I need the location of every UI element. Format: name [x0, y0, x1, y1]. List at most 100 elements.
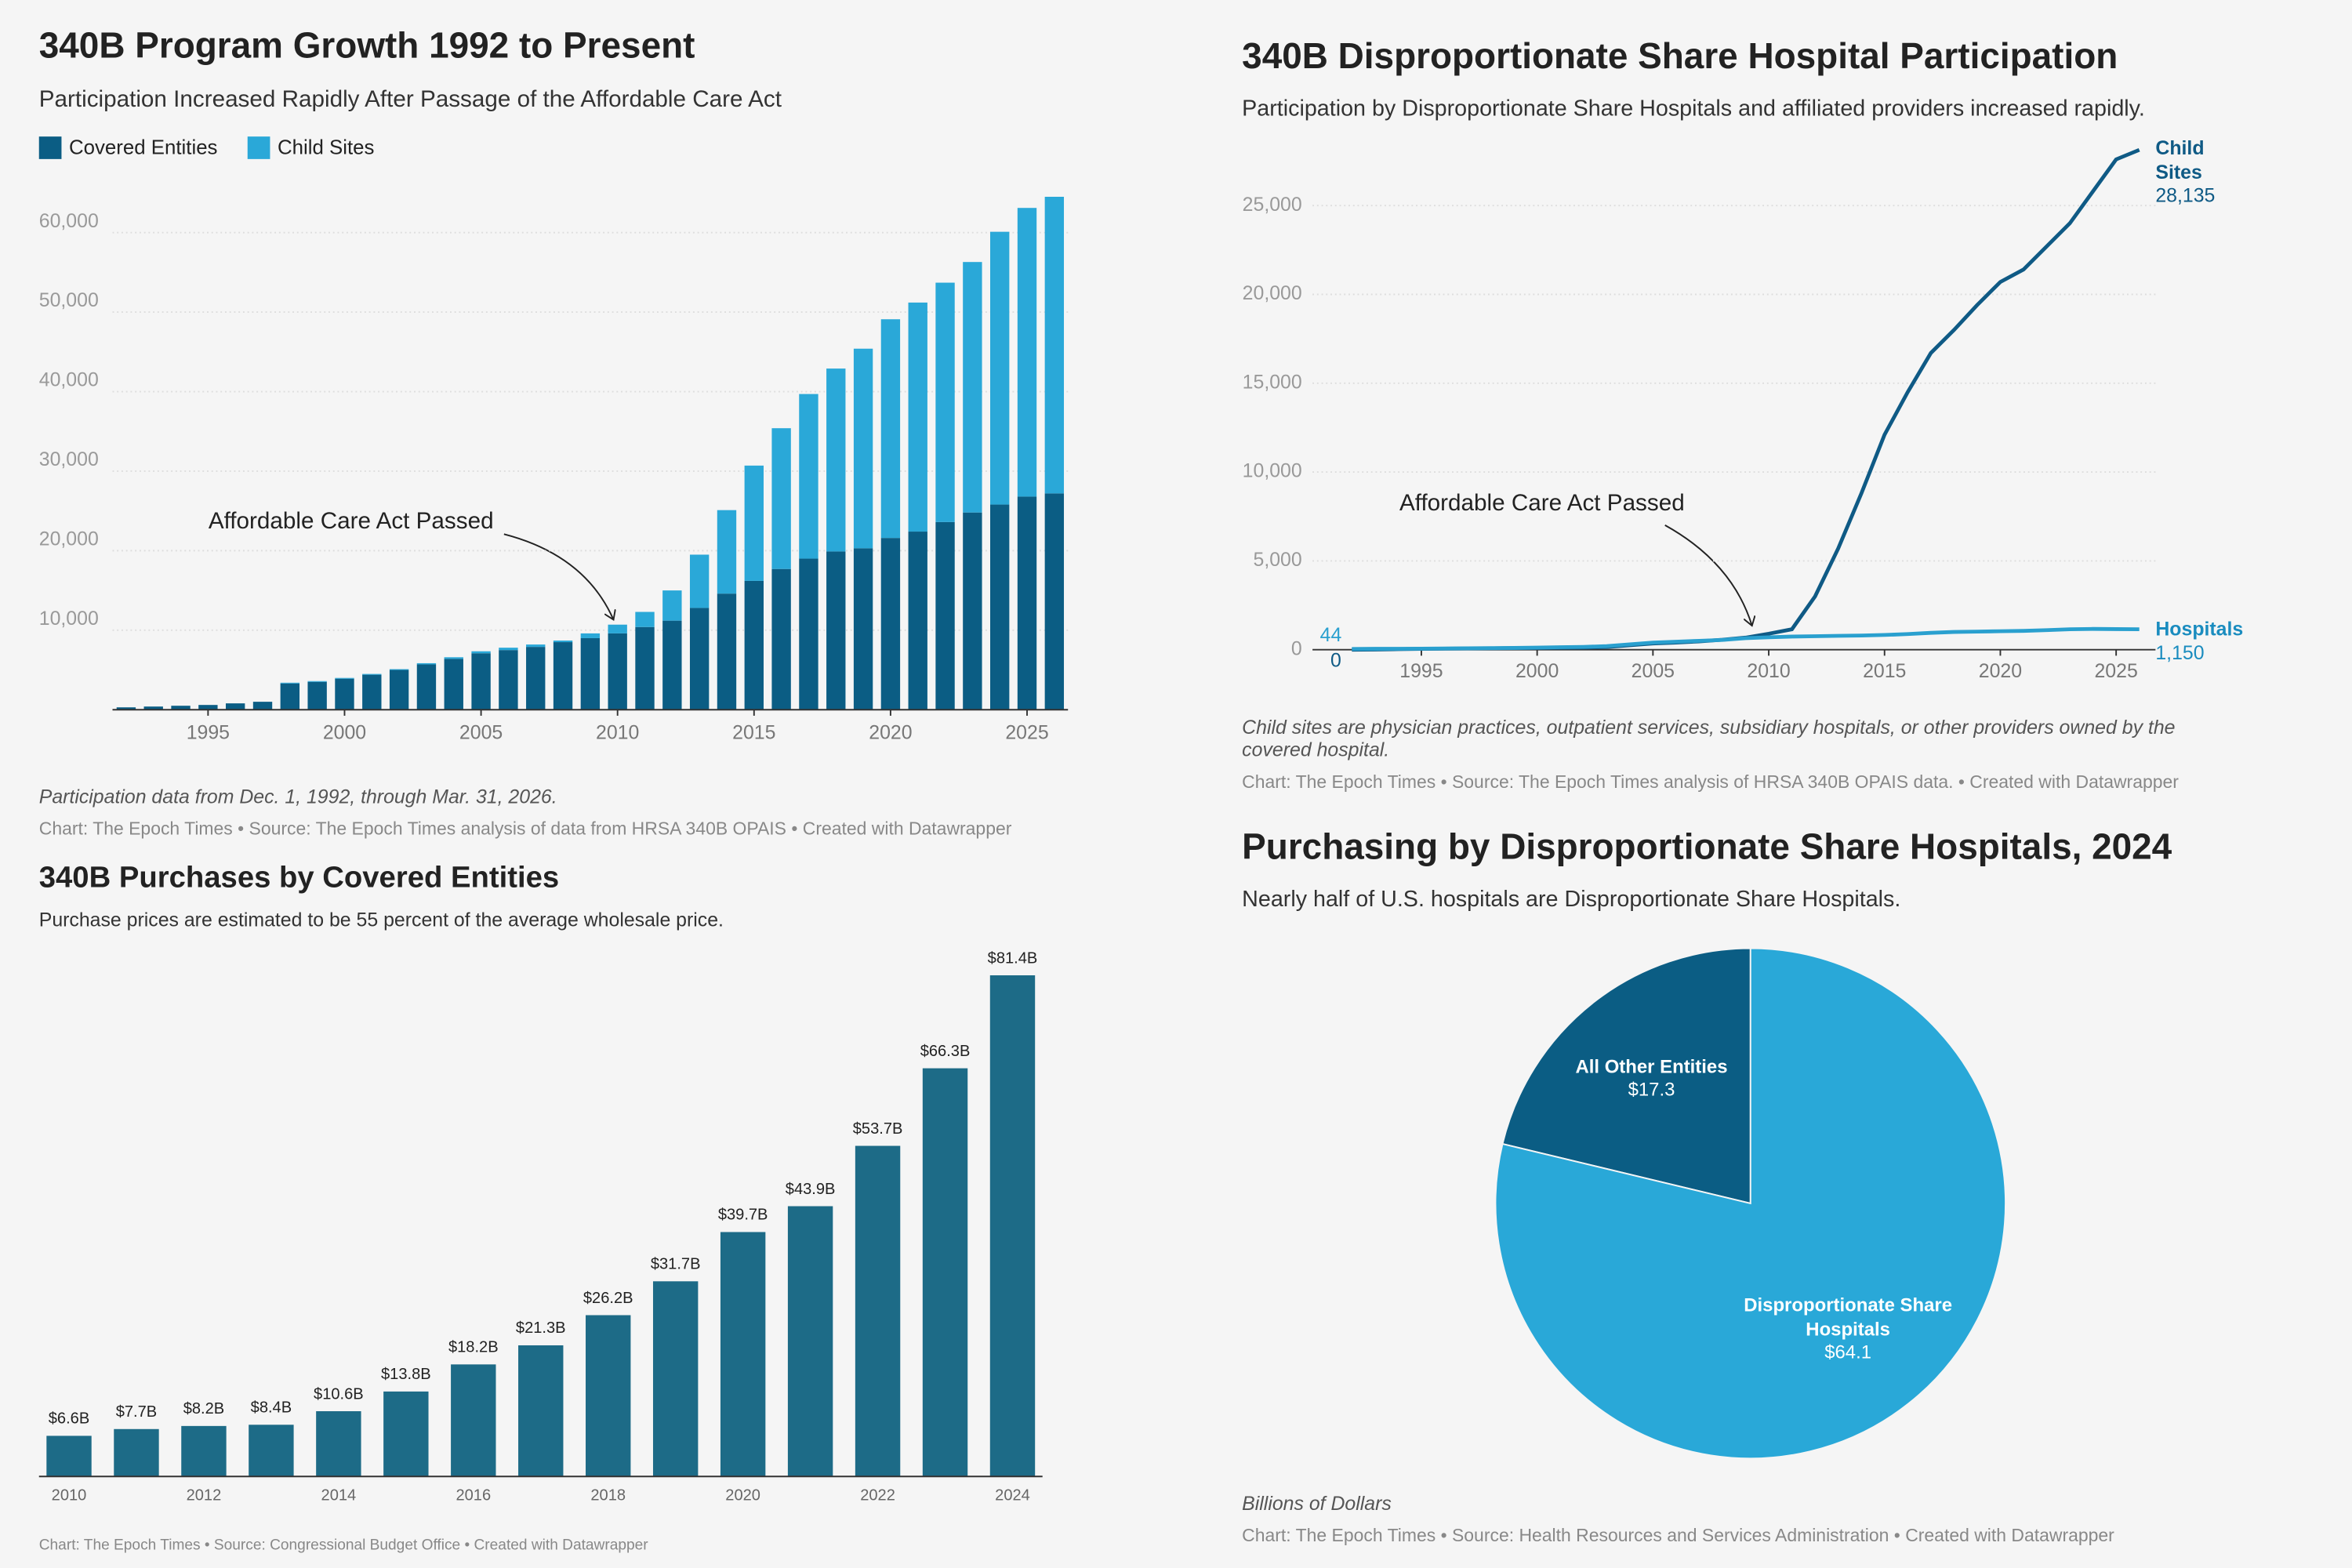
bar-segment: [689, 608, 710, 710]
bar-segment: [335, 678, 354, 710]
bar-segment: [662, 590, 682, 621]
value-label: $10.6B: [314, 1385, 364, 1403]
start-label: 44: [1320, 624, 1342, 646]
annotation-arrow: [1664, 524, 1752, 626]
pie-slice: [1494, 947, 2006, 1460]
bar-segment: [608, 624, 627, 633]
bar-segment: [335, 677, 354, 679]
value-label: $7.7B: [116, 1403, 157, 1421]
chart-title: 340B Program Growth 1992 to Present: [39, 24, 695, 65]
bar-segment: [963, 512, 982, 710]
bar-segment: [389, 670, 409, 710]
x-tick-label: 2018: [590, 1486, 626, 1504]
bar-segment: [1017, 208, 1037, 497]
bar-segment: [444, 659, 463, 710]
chart-source: Chart: The Epoch Times • Source: The Epo…: [1242, 771, 2179, 792]
slice-value-label: $64.1: [1824, 1342, 1871, 1363]
y-tick-label: 20,000: [39, 528, 99, 550]
y-tick-label: 25,000: [1243, 194, 1302, 216]
bar-segment: [799, 394, 818, 559]
x-tick-label: 2000: [323, 721, 366, 743]
bar-segment: [580, 637, 601, 710]
bar-segment: [717, 510, 737, 594]
annotation: Affordable Care Act Passed: [1399, 490, 1685, 516]
value-label: $18.2B: [448, 1339, 499, 1356]
chart-source: Chart: The Epoch Times • Source: Congres…: [39, 1537, 649, 1553]
bar-segment: [990, 231, 1010, 505]
bar-segment: [826, 368, 846, 552]
chart-title: Purchasing by Disproportionate Share Hos…: [1242, 826, 2172, 866]
bar-segment: [526, 644, 546, 648]
bar: [249, 1425, 294, 1477]
bar-segment: [198, 705, 218, 710]
x-tick-label: 2000: [1515, 660, 1559, 682]
bar-segment: [471, 653, 491, 710]
bar-segment: [416, 662, 437, 665]
bar: [652, 1281, 699, 1477]
bar-segment: [935, 282, 955, 522]
bar: [114, 1428, 159, 1477]
x-tick-label: 2005: [459, 721, 503, 743]
x-tick-label: 2015: [732, 721, 775, 743]
x-tick-label: 1995: [187, 721, 230, 743]
y-tick-label: 0: [1291, 637, 1302, 659]
value-label: $13.8B: [381, 1366, 431, 1383]
value-label: $8.4B: [251, 1399, 292, 1417]
value-label: $21.3B: [516, 1319, 566, 1337]
x-tick-label: 2025: [2094, 660, 2137, 682]
bar: [922, 1068, 968, 1477]
y-tick-label: 60,000: [39, 210, 99, 232]
value-label: $66.3B: [920, 1043, 971, 1060]
start-label: 0: [1330, 650, 1341, 672]
bar-segment: [499, 648, 518, 651]
bar-segment: [280, 683, 300, 710]
x-tick-label: 2010: [52, 1486, 87, 1504]
bar-segment: [1017, 496, 1037, 710]
bar-segment: [662, 620, 682, 710]
y-tick-label: 50,000: [39, 289, 99, 311]
y-tick-label: 5,000: [1254, 549, 1302, 571]
bar-segment: [990, 504, 1010, 710]
end-value-label: 1,150: [2155, 642, 2204, 664]
y-tick-label: 40,000: [39, 369, 99, 391]
chart-subtitle: Purchase prices are estimated to be 55 p…: [39, 909, 724, 931]
bar-segment: [880, 538, 901, 710]
value-label: $39.7B: [718, 1207, 768, 1224]
bar: [451, 1364, 496, 1477]
bar-segment: [1044, 493, 1065, 710]
bar: [316, 1411, 361, 1477]
bar: [855, 1145, 901, 1477]
series-label-box: Child Sites: [2155, 136, 2204, 183]
legend-swatch: [38, 136, 62, 159]
x-tick-label: 2020: [1979, 660, 2022, 682]
bar: [720, 1232, 766, 1477]
bar-segment: [1044, 197, 1065, 494]
chart-subtitle: Participation by Disproportionate Share …: [1242, 96, 2145, 121]
x-tick-label: 2014: [321, 1486, 357, 1504]
chart-title: 340B Disproportionate Share Hospital Par…: [1242, 35, 2118, 76]
x-tick-label: 1995: [1399, 660, 1443, 682]
bar-segment: [689, 554, 710, 608]
value-label: $6.6B: [49, 1410, 89, 1428]
annotation-arrow: [503, 533, 614, 619]
slice-label: Disproportionate Share Hospitals: [1744, 1294, 1953, 1341]
bar-segment: [963, 262, 982, 513]
annotation: Affordable Care Act Passed: [209, 508, 494, 534]
chart-source: Chart: The Epoch Times • Source: The Epo…: [39, 818, 1012, 838]
chart-note-box: Child sites are physician practices, out…: [1242, 715, 2176, 761]
bar: [518, 1345, 564, 1477]
bar-segment: [307, 681, 327, 682]
y-tick-label: 15,000: [1243, 371, 1302, 393]
value-label: $43.9B: [786, 1181, 836, 1198]
bar-segment: [226, 703, 245, 710]
slice-label-box: Disproportionate Share Hospitals: [1744, 1294, 1953, 1341]
x-tick-label: 2005: [1632, 660, 1675, 682]
bar: [46, 1436, 92, 1477]
x-tick-label: 2024: [995, 1486, 1030, 1504]
bar-segment: [307, 681, 327, 710]
y-tick-label: 10,000: [1243, 460, 1302, 482]
bar-segment: [771, 428, 791, 569]
chart-note: Billions of Dollars: [1242, 1493, 1392, 1515]
chart-note: Child sites are physician practices, out…: [1242, 715, 2176, 761]
